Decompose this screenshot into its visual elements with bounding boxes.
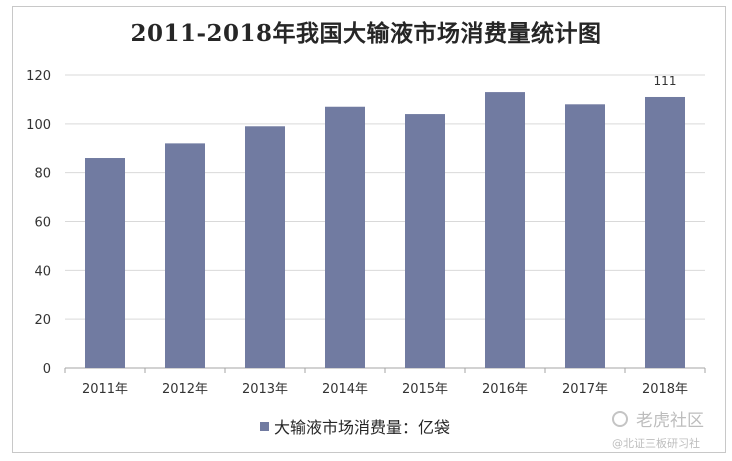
chart-legend: 大输液市场消费量：亿袋 — [260, 414, 450, 438]
x-tick-label: 2013年 — [242, 382, 288, 397]
bar — [645, 96, 685, 368]
x-tick-label: 2017年 — [562, 382, 608, 397]
watermark: 老虎社区 @北证三板研习社 — [612, 406, 704, 451]
chart-title: 2011-2018年我国大输液市场消费量统计图 — [130, 20, 602, 47]
y-tick-label: 120 — [26, 69, 51, 84]
y-tick-label: 100 — [26, 118, 51, 133]
chart-frame — [12, 6, 726, 453]
bar — [85, 158, 125, 368]
bar — [325, 106, 365, 368]
y-tick-label: 0 — [43, 362, 51, 377]
x-tick-label: 2014年 — [322, 382, 368, 397]
x-tick-label: 2011年 — [82, 382, 128, 397]
bar — [485, 92, 525, 368]
bar — [165, 143, 205, 368]
x-tick-label: 2016年 — [482, 382, 528, 397]
bar — [405, 114, 445, 368]
legend-swatch — [260, 421, 269, 431]
y-tick-label: 20 — [34, 313, 51, 328]
data-label: 111 — [654, 74, 677, 88]
x-tick-label: 2012年 — [162, 382, 208, 397]
legend-label: 大输液市场消费量：亿袋 — [274, 418, 451, 437]
watermark-subtext: @北证三板研习社 — [612, 437, 700, 450]
y-tick-label: 80 — [34, 167, 51, 182]
bar — [565, 104, 605, 369]
y-tick-label: 40 — [34, 264, 51, 279]
watermark-text: 老虎社区 — [636, 411, 704, 431]
x-tick-label: 2018年 — [642, 382, 688, 397]
watermark-logo-icon — [612, 410, 628, 427]
bar — [245, 126, 285, 369]
y-tick-label: 60 — [34, 216, 51, 231]
x-tick-label: 2015年 — [402, 382, 448, 397]
